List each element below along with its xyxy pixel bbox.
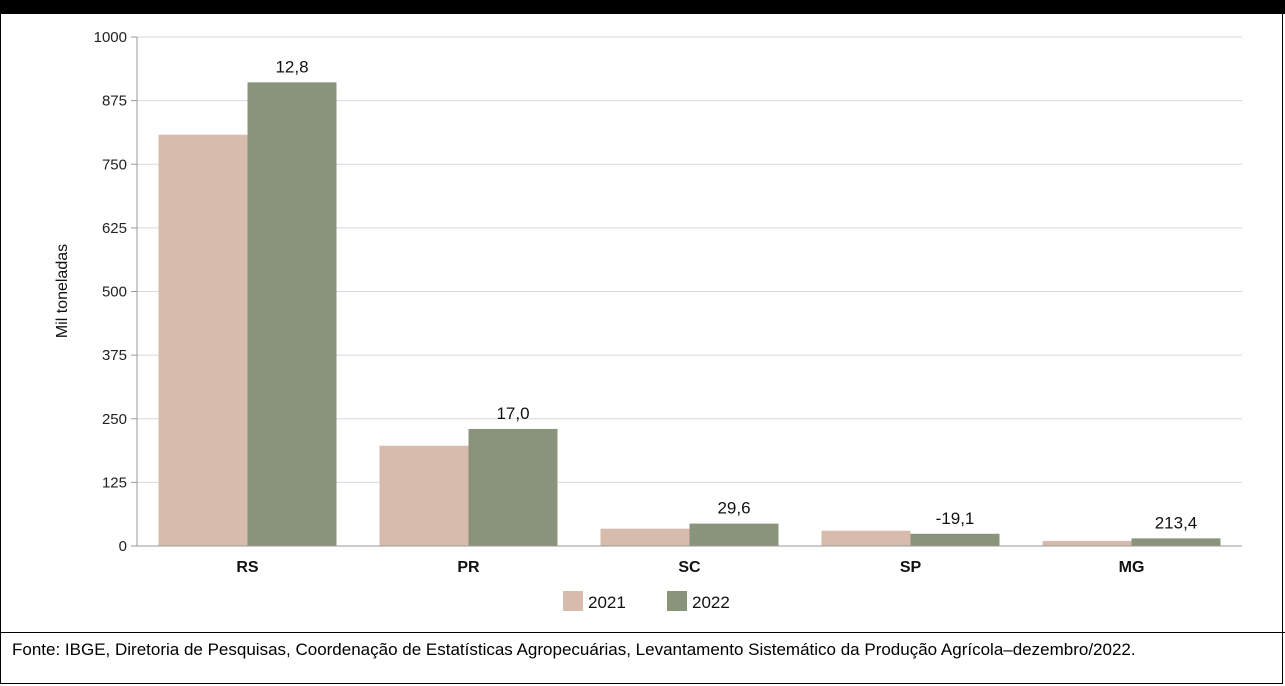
data-labels: 12,8 17,0 29,6 -19,1 213,4 [275,57,1197,532]
y-tick-label: 875 [102,93,127,110]
bar-sp-2022 [910,533,1000,546]
y-tick-label: 250 [102,411,127,428]
bar-chart: 0 125 250 375 500 625 750 875 1000 RS PR SC SP MG 12… [54,29,1242,612]
category-label-pr: PR [457,559,480,576]
legend-label-2022: 2022 [692,593,730,612]
bar-rs-2021 [158,134,248,546]
data-label-sc: 29,6 [717,499,750,518]
y-tick-label: 375 [102,347,127,364]
y-axis-title: Mil toneladas [54,244,71,338]
bar-sc-2022 [689,523,779,546]
title-strip [0,0,1285,14]
category-label-sp: SP [900,559,922,576]
bar-mg-2022 [1131,538,1221,546]
category-label-sc: SC [678,559,701,576]
category-labels: RS PR SC SP MG [236,559,1144,576]
bars [158,82,1221,547]
data-label-pr: 17,0 [496,404,529,423]
data-label-sp: -19,1 [936,509,975,528]
bar-sp-2021 [821,530,911,546]
bar-pr-2022 [468,428,558,546]
bar-pr-2021 [379,445,469,546]
bar-rs-2022 [247,82,337,547]
y-tick-label: 750 [102,156,127,173]
y-tick-label: 1000 [94,29,127,46]
y-tick-label: 625 [102,220,127,237]
bar-mg-2021 [1042,540,1132,546]
y-tick-label: 0 [119,538,127,555]
source-note: Fonte: IBGE, Diretoria de Pesquisas, Coo… [0,632,1285,686]
category-label-rs: RS [236,559,259,576]
legend: 2021 2022 [563,591,730,612]
y-tick-labels: 0 125 250 375 500 625 750 875 1000 [94,29,127,555]
category-label-mg: MG [1119,559,1145,576]
legend-label-2021: 2021 [588,593,626,612]
data-label-rs: 12,8 [275,57,308,76]
legend-swatch-2021 [563,591,583,611]
bar-sc-2021 [600,528,690,546]
axes [136,37,1242,547]
y-tick-label: 500 [102,284,127,301]
y-tick-label: 125 [102,474,127,491]
data-label-mg: 213,4 [1155,513,1198,532]
legend-swatch-2022 [667,591,687,611]
